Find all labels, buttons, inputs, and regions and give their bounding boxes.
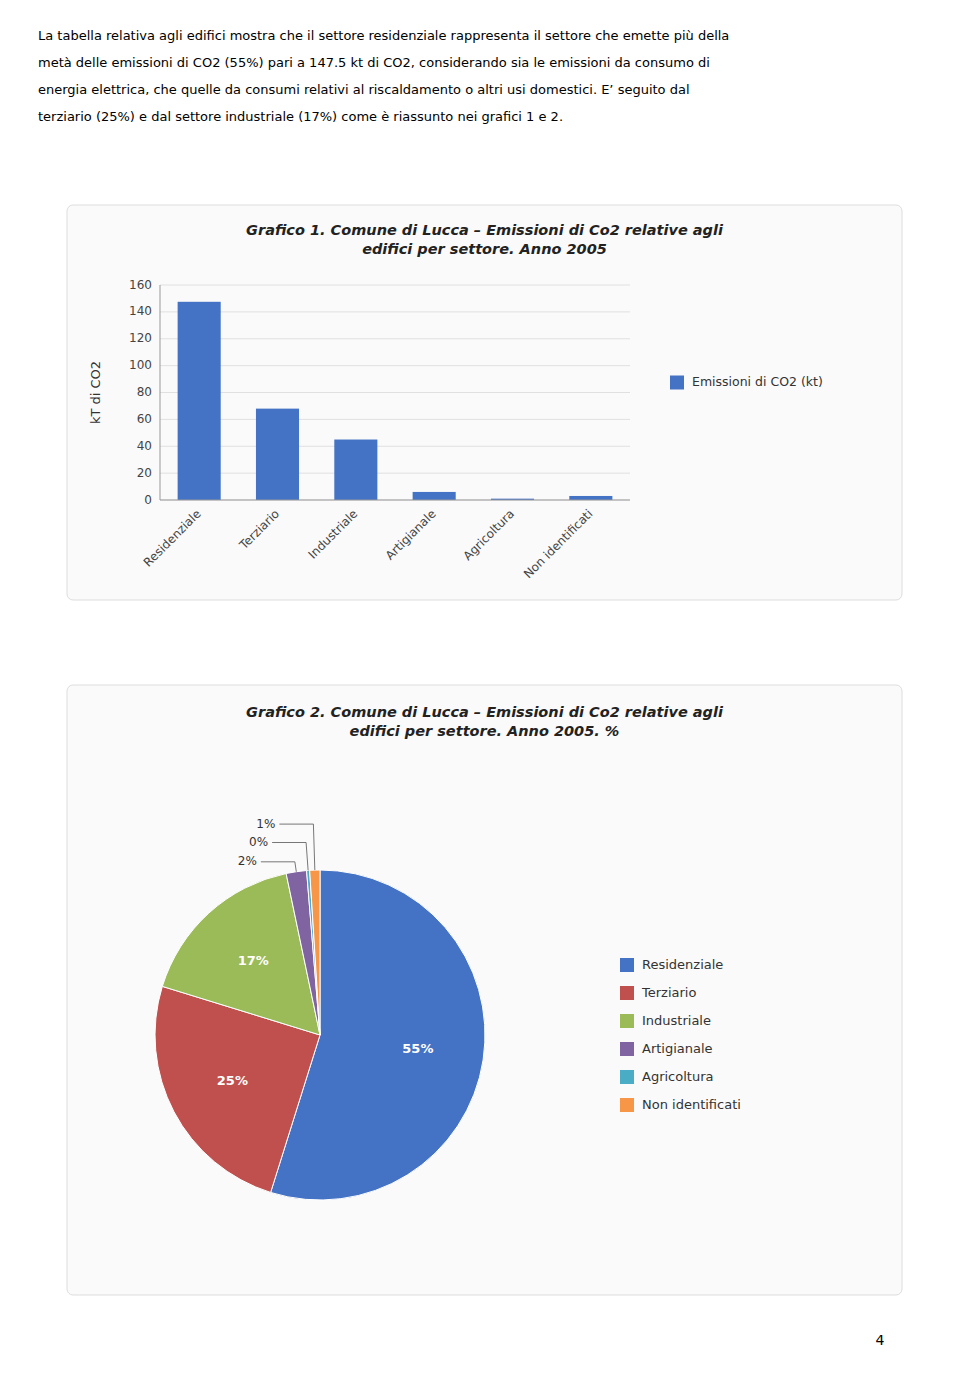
x-tick-label: Artigianale	[383, 507, 439, 563]
bars	[178, 302, 613, 500]
legend-label: Artigianale	[642, 1041, 713, 1056]
y-tick-label: 80	[137, 385, 152, 399]
legend-label: Non identificati	[642, 1097, 741, 1112]
legend: Emissioni di CO2 (kt)	[670, 374, 823, 390]
chart-title-line: Grafico 1. Comune di Lucca – Emissioni d…	[246, 222, 724, 238]
grid-line	[160, 392, 630, 393]
grid-line	[160, 338, 630, 339]
x-tick-label: Non identificati	[521, 507, 595, 581]
data-label: 0%	[249, 835, 268, 849]
legend-label: Residenziale	[642, 957, 723, 972]
x-tick-label: Residenziale	[141, 507, 204, 570]
data-label: 17%	[238, 953, 269, 968]
page-number: 4	[876, 1332, 885, 1348]
leader-line	[261, 862, 296, 872]
chart-title: Grafico 1. Comune di Lucca – Emissioni d…	[246, 222, 724, 257]
bar-chart: Grafico 1. Comune di Lucca – Emissioni d…	[88, 222, 823, 581]
data-label: 1%	[256, 817, 275, 831]
page-background	[0, 0, 960, 1375]
pie-slice	[310, 870, 320, 1035]
y-tick-label: 0	[144, 493, 152, 507]
page-text-line: metà delle emissioni di CO2 (55%) pari a…	[38, 55, 710, 70]
leader-line	[272, 843, 308, 871]
grid-line	[160, 311, 630, 312]
legend-swatch	[620, 1098, 634, 1112]
legend-swatch	[620, 1042, 634, 1056]
bar	[334, 440, 377, 500]
page-text-line: terziario (25%) e dal settore industrial…	[38, 109, 563, 124]
legend-swatch	[670, 376, 684, 390]
y-tick-label: 140	[129, 304, 152, 318]
legend-label: Emissioni di CO2 (kt)	[692, 374, 823, 389]
bar	[569, 496, 612, 500]
grid-line	[160, 446, 630, 447]
data-label: 25%	[217, 1073, 248, 1088]
slices	[155, 870, 485, 1200]
legend-swatch	[620, 958, 634, 972]
grid	[160, 285, 630, 500]
data-labels: 55% 25% 17% 2% 0% 1%	[217, 817, 434, 1088]
legend-swatch	[620, 1070, 634, 1084]
chart-title-line: edifici per settore. Anno 2005. %	[350, 723, 620, 739]
y-tick-label: 40	[137, 439, 152, 453]
data-label: 55%	[402, 1041, 433, 1056]
bar	[178, 302, 221, 500]
legend: Residenziale Terziario Industriale Artigian…	[620, 957, 741, 1113]
x-tick-label: Terziario	[236, 507, 282, 553]
y-axis-label: kT di CO2	[88, 361, 103, 424]
pie-slice	[307, 870, 320, 1035]
x-axis-line	[160, 500, 630, 501]
grid-line	[160, 473, 630, 474]
y-tick-label: 120	[129, 331, 152, 345]
chart-panel	[67, 685, 902, 1295]
chart-title-line: Grafico 2. Comune di Lucca – Emissioni d…	[246, 704, 724, 720]
bar	[256, 409, 299, 500]
legend-swatch	[620, 986, 634, 1000]
grid-line	[160, 419, 630, 420]
y-axis-line	[160, 285, 161, 500]
y-tick-label: 160	[129, 278, 152, 292]
y-tick-label: 20	[137, 466, 152, 480]
leader-line	[279, 824, 314, 870]
legend-label: Agricoltura	[642, 1069, 713, 1084]
chart-title-line: edifici per settore. Anno 2005	[362, 241, 607, 257]
page-text-line: energia elettrica, che quelle da consumi…	[38, 82, 690, 97]
data-label: 2%	[238, 854, 257, 868]
x-tick-label: Agricoltura	[461, 507, 518, 564]
legend-swatch	[620, 1014, 634, 1028]
pie-slice	[286, 871, 320, 1035]
page-text: La tabella relativa agli edifici mostra …	[38, 28, 729, 124]
x-tick-label: Industriale	[306, 507, 361, 562]
pie-chart: Grafico 2. Comune di Lucca – Emissioni d…	[155, 704, 741, 1200]
legend-label: Industriale	[642, 1013, 711, 1028]
legend-label: Terziario	[641, 985, 696, 1000]
page-text-line: La tabella relativa agli edifici mostra …	[38, 28, 729, 43]
bar	[413, 492, 456, 500]
chart-title: Grafico 2. Comune di Lucca – Emissioni d…	[246, 704, 724, 739]
y-tick-label: 60	[137, 412, 152, 426]
y-tick-label: 100	[129, 358, 152, 372]
chart-panel	[67, 205, 902, 600]
grid-line	[160, 500, 630, 501]
grid-line	[160, 285, 630, 286]
page: La tabella relativa agli edifici mostra …	[0, 0, 960, 1375]
grid-line	[160, 365, 630, 366]
